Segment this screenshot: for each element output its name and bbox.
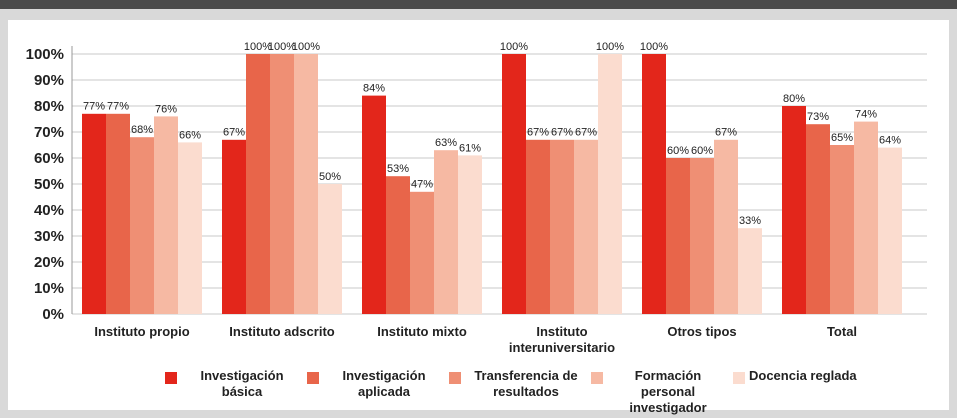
value-label: 64% bbox=[879, 135, 901, 147]
value-label: 63% bbox=[435, 137, 457, 149]
y-tick-label: 0% bbox=[42, 306, 64, 323]
bar bbox=[386, 176, 410, 314]
value-label: 66% bbox=[179, 129, 201, 141]
legend-label: Formación personal investigador bbox=[629, 368, 707, 415]
y-tick-label: 70% bbox=[34, 124, 64, 141]
value-label: 60% bbox=[691, 145, 713, 157]
legend-swatch bbox=[733, 372, 745, 384]
bar bbox=[854, 121, 878, 314]
value-label: 100% bbox=[596, 41, 624, 53]
y-tick-label: 20% bbox=[34, 254, 64, 271]
bar bbox=[82, 113, 106, 314]
value-label: 77% bbox=[107, 101, 129, 113]
value-label: 68% bbox=[131, 124, 153, 136]
legend-swatch bbox=[165, 372, 177, 384]
y-tick-label: 100% bbox=[26, 46, 64, 63]
y-tick-label: 90% bbox=[34, 72, 64, 89]
legend-label: Investigación aplicada bbox=[342, 368, 426, 399]
bar bbox=[502, 54, 526, 314]
header-bar bbox=[0, 0, 957, 9]
bar bbox=[738, 228, 762, 314]
value-label: 67% bbox=[715, 127, 737, 139]
bar bbox=[526, 139, 550, 314]
x-tick-label: Instituto interuniversitario bbox=[508, 324, 616, 355]
value-label: 60% bbox=[667, 145, 689, 157]
x-tick-label: Otros tipos bbox=[667, 324, 737, 339]
value-label: 74% bbox=[855, 109, 877, 121]
y-tick-label: 30% bbox=[34, 228, 64, 245]
legend-label: Investigación básica bbox=[200, 368, 284, 399]
value-label: 77% bbox=[83, 101, 105, 113]
bar bbox=[318, 184, 342, 314]
legend-swatch bbox=[307, 372, 319, 384]
bar bbox=[458, 155, 482, 314]
bar bbox=[294, 54, 318, 314]
value-label: 67% bbox=[223, 127, 245, 139]
value-label: 67% bbox=[527, 127, 549, 139]
value-label: 73% bbox=[807, 111, 829, 123]
legend-swatch bbox=[591, 372, 603, 384]
value-label: 53% bbox=[387, 163, 409, 175]
value-label: 47% bbox=[411, 179, 433, 191]
bar bbox=[782, 106, 806, 314]
value-label: 80% bbox=[783, 93, 805, 105]
y-tick-label: 50% bbox=[34, 176, 64, 193]
x-tick-label: Instituto adscrito bbox=[229, 324, 335, 339]
bar bbox=[246, 54, 270, 314]
legend-label: Docencia reglada bbox=[749, 368, 857, 383]
bar bbox=[222, 139, 246, 314]
bar bbox=[106, 113, 130, 314]
value-label: 84% bbox=[363, 83, 385, 95]
y-tick-label: 10% bbox=[34, 280, 64, 297]
bar bbox=[598, 54, 622, 314]
bar bbox=[574, 139, 598, 314]
bar bbox=[130, 137, 154, 314]
value-label: 100% bbox=[640, 41, 668, 53]
bar bbox=[362, 95, 386, 314]
bar bbox=[178, 142, 202, 314]
bar bbox=[270, 54, 294, 314]
bar bbox=[434, 150, 458, 314]
value-label: 100% bbox=[268, 41, 296, 53]
bar bbox=[806, 124, 830, 314]
bar bbox=[410, 191, 434, 314]
bar bbox=[550, 139, 574, 314]
legend-label: Transferencia de resultados bbox=[474, 368, 578, 399]
value-label: 100% bbox=[292, 41, 320, 53]
value-label: 100% bbox=[244, 41, 272, 53]
legend-swatch bbox=[449, 372, 461, 384]
value-label: 61% bbox=[459, 142, 481, 154]
x-tick-label: Instituto mixto bbox=[377, 324, 467, 339]
value-label: 67% bbox=[551, 127, 573, 139]
bar bbox=[690, 158, 714, 314]
value-label: 65% bbox=[831, 132, 853, 144]
bar bbox=[878, 147, 902, 314]
value-label: 50% bbox=[319, 171, 341, 183]
y-tick-label: 80% bbox=[34, 98, 64, 115]
bar bbox=[714, 139, 738, 314]
value-label: 67% bbox=[575, 127, 597, 139]
x-tick-label: Instituto propio bbox=[94, 324, 190, 339]
value-label: 33% bbox=[739, 215, 761, 227]
x-tick-label: Total bbox=[826, 324, 858, 339]
y-tick-label: 60% bbox=[34, 150, 64, 167]
bar bbox=[642, 54, 666, 314]
value-label: 100% bbox=[500, 41, 528, 53]
value-label: 76% bbox=[155, 103, 177, 115]
y-tick-label: 40% bbox=[34, 202, 64, 219]
bar bbox=[154, 116, 178, 315]
bar bbox=[830, 145, 854, 314]
bar bbox=[666, 158, 690, 314]
